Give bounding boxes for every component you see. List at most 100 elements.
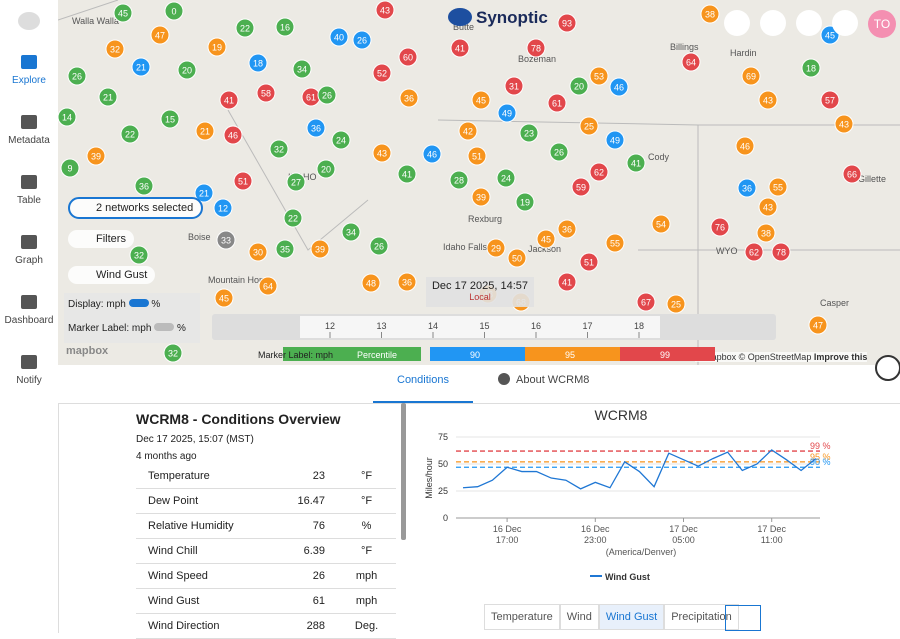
station-marker[interactable]: 27: [286, 172, 306, 192]
station-marker[interactable]: 36: [306, 118, 326, 138]
station-marker[interactable]: 9: [60, 158, 80, 178]
station-marker[interactable]: 21: [98, 87, 118, 107]
station-marker[interactable]: 15: [160, 109, 180, 129]
station-marker[interactable]: 59: [571, 177, 591, 197]
station-marker[interactable]: 69: [741, 66, 761, 86]
station-marker[interactable]: 25: [579, 116, 599, 136]
station-marker[interactable]: 53: [589, 66, 609, 86]
station-marker[interactable]: 93: [557, 13, 577, 33]
station-marker[interactable]: 21: [194, 183, 214, 203]
station-marker[interactable]: 41: [626, 153, 646, 173]
station-marker[interactable]: 26: [549, 142, 569, 162]
station-marker[interactable]: 64: [258, 276, 278, 296]
station-marker[interactable]: 20: [316, 159, 336, 179]
station-marker[interactable]: 38: [700, 4, 720, 24]
station-marker[interactable]: 61: [547, 93, 567, 113]
variable-button[interactable]: Precipitation: [664, 604, 739, 630]
station-marker[interactable]: 35: [275, 239, 295, 259]
station-marker[interactable]: 55: [768, 177, 788, 197]
station-marker[interactable]: 23: [519, 123, 539, 143]
station-marker[interactable]: 49: [605, 130, 625, 150]
station-marker[interactable]: 19: [515, 192, 535, 212]
station-marker[interactable]: 26: [369, 236, 389, 256]
station-marker[interactable]: 36: [737, 178, 757, 198]
station-marker[interactable]: 28: [449, 170, 469, 190]
station-marker[interactable]: 12: [213, 198, 233, 218]
station-marker[interactable]: 36: [399, 88, 419, 108]
station-marker[interactable]: 21: [195, 121, 215, 141]
station-marker[interactable]: 54: [651, 214, 671, 234]
station-marker[interactable]: 67: [636, 292, 656, 312]
station-marker[interactable]: 41: [450, 38, 470, 58]
nav-item[interactable]: Metadata: [0, 115, 58, 146]
station-marker[interactable]: 33: [216, 230, 236, 250]
station-marker[interactable]: 66: [842, 164, 862, 184]
station-marker[interactable]: 39: [471, 187, 491, 207]
station-marker[interactable]: 40: [329, 27, 349, 47]
station-marker[interactable]: 36: [134, 176, 154, 196]
networks-chip[interactable]: 2 networks selected: [68, 197, 204, 219]
station-marker[interactable]: 48: [361, 273, 381, 293]
station-marker[interactable]: 51: [467, 146, 487, 166]
variable-button[interactable]: Wind Gust: [598, 604, 665, 630]
nav-item[interactable]: Table: [0, 175, 58, 206]
station-marker[interactable]: 60: [398, 47, 418, 67]
station-marker[interactable]: 49: [497, 103, 517, 123]
settings-button[interactable]: [832, 10, 858, 36]
station-marker[interactable]: 34: [292, 59, 312, 79]
filters-chip[interactable]: Filters: [68, 230, 134, 248]
station-marker[interactable]: 46: [735, 136, 755, 156]
station-marker[interactable]: 47: [150, 25, 170, 45]
station-marker[interactable]: 76: [710, 217, 730, 237]
station-marker[interactable]: 51: [233, 171, 253, 191]
station-marker[interactable]: 16: [275, 17, 295, 37]
station-marker[interactable]: 22: [120, 124, 140, 144]
station-marker[interactable]: 62: [744, 242, 764, 262]
station-marker[interactable]: 43: [758, 197, 778, 217]
station-marker[interactable]: 18: [248, 53, 268, 73]
station-marker[interactable]: 43: [375, 0, 395, 20]
station-marker[interactable]: 57: [820, 90, 840, 110]
station-marker[interactable]: 52: [372, 63, 392, 83]
station-marker[interactable]: 45: [214, 288, 234, 308]
variable-button[interactable]: Temperature: [484, 604, 560, 630]
station-marker[interactable]: 45: [536, 229, 556, 249]
station-marker[interactable]: 0: [164, 1, 184, 21]
menu-button[interactable]: [18, 12, 40, 30]
station-marker[interactable]: 43: [372, 143, 392, 163]
station-marker[interactable]: 32: [163, 343, 183, 363]
station-marker[interactable]: 20: [569, 76, 589, 96]
station-marker[interactable]: 61: [301, 87, 321, 107]
station-marker[interactable]: 22: [283, 208, 303, 228]
close-button[interactable]: [875, 355, 900, 381]
station-marker[interactable]: 41: [557, 272, 577, 292]
station-marker[interactable]: 46: [422, 144, 442, 164]
station-marker[interactable]: 41: [219, 90, 239, 110]
nav-item[interactable]: Dashboard: [0, 295, 58, 326]
station-marker[interactable]: 26: [67, 66, 87, 86]
station-marker[interactable]: 62: [589, 162, 609, 182]
nav-item[interactable]: Explore: [0, 55, 58, 86]
station-marker[interactable]: 34: [341, 222, 361, 242]
variable-button[interactable]: Wind: [559, 604, 599, 630]
station-marker[interactable]: 41: [397, 164, 417, 184]
station-marker[interactable]: 22: [235, 18, 255, 38]
refresh-button[interactable]: [724, 10, 750, 36]
station-marker[interactable]: 46: [609, 77, 629, 97]
station-marker[interactable]: 58: [256, 83, 276, 103]
station-marker[interactable]: 42: [458, 121, 478, 141]
favorite-button[interactable]: [796, 10, 822, 36]
station-marker[interactable]: 43: [758, 90, 778, 110]
station-marker[interactable]: 46: [223, 125, 243, 145]
station-marker[interactable]: 25: [666, 294, 686, 314]
station-marker[interactable]: 32: [269, 139, 289, 159]
station-marker[interactable]: 51: [579, 252, 599, 272]
avatar[interactable]: TO: [868, 10, 896, 38]
station-marker[interactable]: 47: [808, 315, 828, 335]
station-marker[interactable]: 36: [397, 272, 417, 292]
station-marker[interactable]: 31: [504, 76, 524, 96]
station-marker[interactable]: 14: [58, 107, 77, 127]
station-marker[interactable]: 45: [471, 90, 491, 110]
station-marker[interactable]: 39: [310, 239, 330, 259]
station-marker[interactable]: 36: [557, 219, 577, 239]
